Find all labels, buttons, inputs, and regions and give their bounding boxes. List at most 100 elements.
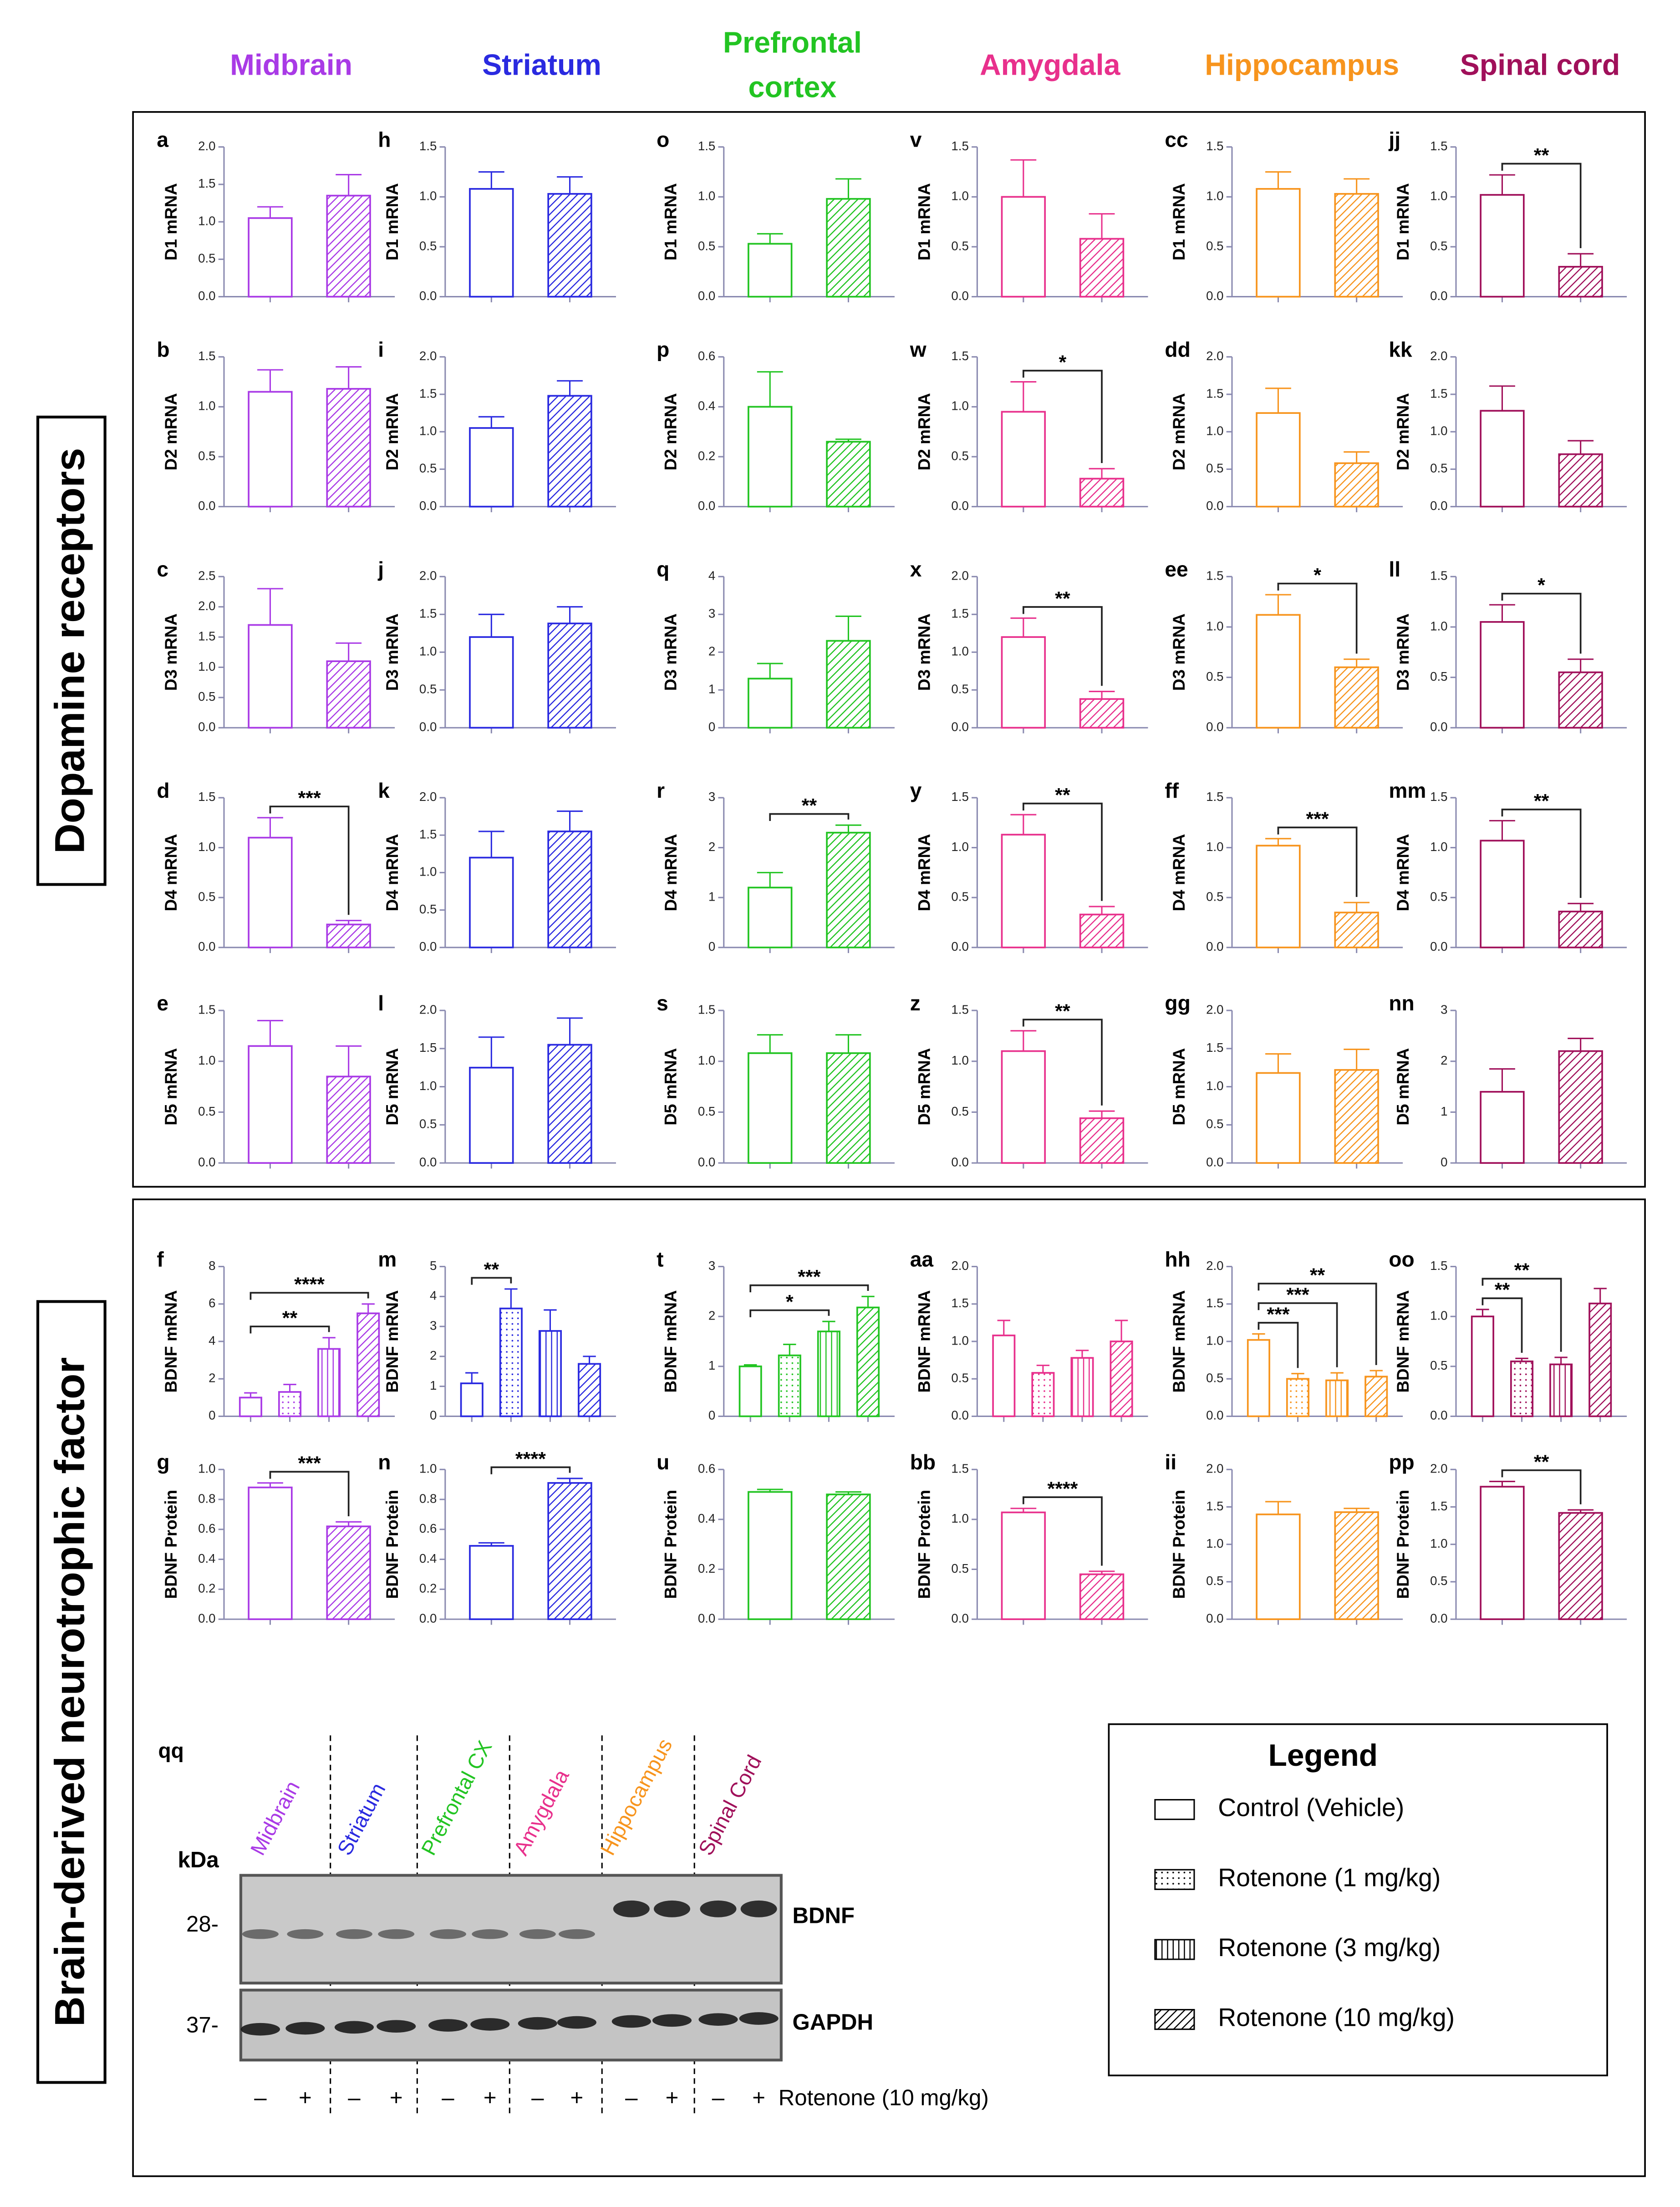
- legend-label: Rotenone (1 mg/kg): [1218, 1863, 1441, 1891]
- y-tick-label: 1.5: [1430, 1259, 1447, 1273]
- bar: [1001, 834, 1046, 948]
- y-tick-label: 6: [209, 1296, 215, 1310]
- bar: [547, 193, 592, 298]
- y-tick-label: 0.0: [1206, 499, 1223, 513]
- significance-label: **: [802, 795, 817, 817]
- bar: [1480, 1091, 1525, 1164]
- y-tick-label: 0.5: [1430, 669, 1447, 683]
- y-axis-label: D2 mRNA: [1394, 393, 1412, 470]
- bar: [748, 406, 793, 508]
- y-tick-label: 0.0: [419, 1611, 437, 1625]
- panel-letter: t: [657, 1247, 663, 1271]
- blot-band: [334, 2021, 374, 2034]
- y-axis-label: D1 mRNA: [383, 183, 402, 260]
- bar: [1001, 411, 1046, 508]
- y-tick-label: 0.0: [698, 289, 715, 303]
- panel-letter: hh: [1165, 1247, 1190, 1271]
- significance-bracket: [749, 1284, 869, 1293]
- y-axis-label: BDNF Protein: [915, 1490, 933, 1599]
- y-tick-label: 1.5: [951, 1462, 968, 1476]
- blot-band: [242, 1929, 279, 1939]
- panel-letter: h: [378, 128, 391, 152]
- y-tick-label: 1.0: [198, 1053, 215, 1067]
- significance-bracket: [749, 1309, 830, 1317]
- y-tick-label: 1.0: [419, 644, 437, 658]
- bar: [326, 194, 371, 298]
- bar: [1588, 1302, 1612, 1417]
- significance-bracket: [1257, 1322, 1299, 1368]
- y-tick-label: 0: [708, 1408, 715, 1422]
- bar: [1510, 1361, 1534, 1417]
- y-tick-label: 1.0: [951, 1333, 968, 1347]
- bar: [778, 1354, 801, 1417]
- y-tick-label: 0.5: [698, 239, 715, 253]
- y-tick-label: 1.5: [1206, 1296, 1223, 1310]
- y-tick-label: 0.4: [698, 1511, 715, 1525]
- legend-label: Rotenone (10 mg/kg): [1218, 2003, 1455, 2032]
- significance-label: **: [1534, 790, 1549, 812]
- significance-bracket: [1022, 1496, 1103, 1566]
- y-tick-label: 0.0: [1430, 499, 1447, 513]
- y-tick-label: 2.0: [1206, 1002, 1223, 1016]
- y-axis-label: D4 mRNA: [662, 834, 680, 911]
- y-tick-label: 0.4: [198, 1551, 215, 1565]
- treatment-sign: –: [531, 2085, 544, 2110]
- y-tick-label: 0.5: [951, 1561, 968, 1575]
- y-tick-label: 0.2: [698, 449, 715, 463]
- y-tick-label: 0.5: [198, 1104, 215, 1118]
- y-tick-label: 4: [430, 1289, 437, 1303]
- significance-label: ****: [515, 1448, 546, 1470]
- y-tick-label: 2: [209, 1371, 215, 1385]
- bar: [460, 1382, 484, 1417]
- bar: [547, 1482, 592, 1620]
- significance-label: **: [484, 1259, 499, 1280]
- panel-letter: z: [910, 991, 921, 1015]
- panel-letter: e: [157, 991, 168, 1015]
- y-tick-label: 1.0: [419, 424, 437, 438]
- y-tick-label: 1: [708, 682, 715, 696]
- bar: [469, 427, 514, 508]
- y-tick-label: 2.5: [198, 569, 215, 583]
- dopamine-frame: [132, 111, 1646, 1188]
- blot-band: [470, 2018, 510, 2031]
- panel-letter: s: [657, 991, 668, 1015]
- lane-label: Striatum: [332, 1779, 390, 1859]
- bar: [1001, 1050, 1046, 1164]
- y-tick-label: 0.5: [198, 889, 215, 903]
- column-header: Midbrain: [230, 49, 352, 82]
- significance-label: **: [1514, 1259, 1530, 1281]
- y-tick-label: 2: [708, 644, 715, 658]
- bar: [1079, 1573, 1125, 1620]
- panel-letter: d: [157, 779, 169, 802]
- band-label: GAPDH: [792, 2009, 873, 2034]
- bar: [248, 1486, 293, 1620]
- significance-label: **: [1534, 145, 1549, 167]
- panel-letter: i: [378, 338, 384, 362]
- column-header: Hippocampus: [1205, 49, 1399, 82]
- y-tick-label: 1.0: [951, 644, 968, 658]
- y-tick-label: 0.2: [698, 1561, 715, 1575]
- bar: [1334, 193, 1379, 298]
- y-tick-label: 1.0: [198, 840, 215, 854]
- y-axis-label: BDNF mRNA: [1170, 1290, 1188, 1392]
- bar: [748, 887, 793, 948]
- significance-bracket: [1022, 1019, 1103, 1106]
- y-tick-label: 1.5: [198, 176, 215, 190]
- panel-letter: ff: [1165, 779, 1179, 802]
- bar: [748, 678, 793, 729]
- legend-swatch: [1154, 1939, 1195, 1960]
- y-tick-label: 1.0: [1430, 189, 1447, 203]
- y-axis-label: BDNF mRNA: [162, 1290, 180, 1392]
- y-tick-label: 1.5: [419, 386, 437, 400]
- y-tick-label: 3: [430, 1318, 437, 1332]
- bar: [547, 395, 592, 508]
- y-tick-label: 0.0: [198, 720, 215, 734]
- y-tick-label: 0.0: [698, 499, 715, 513]
- y-tick-label: 0.0: [1430, 1408, 1447, 1422]
- kda-label: kDa: [178, 1847, 219, 1872]
- y-tick-label: 1.5: [1206, 1499, 1223, 1513]
- column-header: cortex: [748, 71, 837, 104]
- y-tick-label: 1.0: [1430, 424, 1447, 438]
- marker-label: 28-: [186, 1911, 219, 1937]
- group-label: Dopamine receptors: [46, 448, 93, 853]
